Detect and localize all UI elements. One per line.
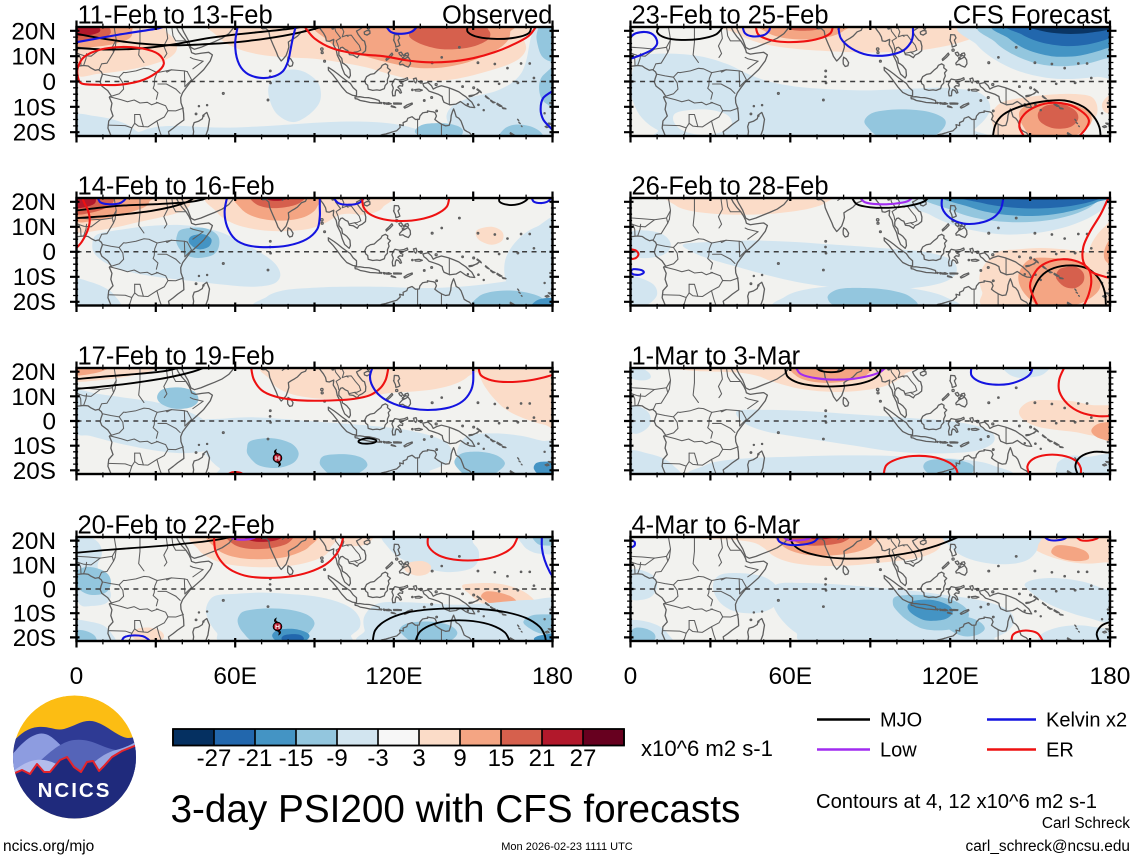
svg-text:carl_schreck@ncsu.edu: carl_schreck@ncsu.edu	[966, 838, 1130, 855]
svg-text:23-Feb to 25-Feb: 23-Feb to 25-Feb	[632, 2, 829, 30]
svg-text:20N: 20N	[11, 18, 56, 45]
svg-text:NCICS: NCICS	[38, 779, 112, 802]
svg-text:-27: -27	[197, 745, 232, 772]
svg-text:Kelvin x2: Kelvin x2	[1046, 710, 1127, 732]
svg-text:20N: 20N	[11, 528, 56, 555]
svg-text:Mon 2026-02-23 1111 UTC: Mon 2026-02-23 1111 UTC	[501, 841, 633, 853]
svg-text:15: 15	[488, 745, 515, 772]
svg-text:10N: 10N	[11, 384, 56, 411]
svg-text:26-Feb to 28-Feb: 26-Feb to 28-Feb	[632, 173, 829, 201]
svg-text:H: H	[275, 624, 280, 631]
svg-text:10S: 10S	[13, 94, 56, 121]
svg-text:3: 3	[412, 745, 425, 772]
svg-text:60E: 60E	[213, 663, 257, 690]
svg-text:ER: ER	[1046, 740, 1074, 762]
svg-text:180: 180	[532, 663, 573, 690]
svg-text:120E: 120E	[365, 663, 422, 690]
svg-text:x10^6 m2 s-1: x10^6 m2 s-1	[641, 736, 773, 761]
svg-text:14-Feb to 16-Feb: 14-Feb to 16-Feb	[78, 173, 275, 201]
svg-text:27: 27	[570, 745, 597, 772]
svg-text:10S: 10S	[13, 264, 56, 291]
svg-text:10N: 10N	[11, 44, 56, 71]
svg-text:20S: 20S	[13, 458, 56, 485]
svg-text:20S: 20S	[13, 120, 56, 147]
svg-text:0: 0	[42, 69, 56, 96]
svg-text:3-day PSI200 with CFS forecast: 3-day PSI200 with CFS forecasts	[171, 788, 741, 831]
svg-text:20N: 20N	[11, 189, 56, 216]
svg-text:0: 0	[42, 577, 56, 604]
svg-text:120E: 120E	[922, 663, 979, 690]
svg-text:20-Feb to 22-Feb: 20-Feb to 22-Feb	[78, 512, 275, 540]
svg-text:0: 0	[42, 409, 56, 436]
svg-text:0: 0	[70, 663, 84, 690]
svg-text:CFS Forecast: CFS Forecast	[953, 2, 1110, 30]
svg-text:-21: -21	[238, 745, 273, 772]
svg-text:10N: 10N	[11, 552, 56, 579]
svg-text:20N: 20N	[11, 359, 56, 386]
svg-text:60E: 60E	[769, 663, 813, 690]
svg-text:11-Feb to 13-Feb: 11-Feb to 13-Feb	[78, 2, 273, 30]
svg-text:10S: 10S	[13, 433, 56, 460]
svg-text:H: H	[275, 455, 280, 462]
svg-text:4-Mar to 6-Mar: 4-Mar to 6-Mar	[632, 512, 801, 540]
svg-text:9: 9	[453, 745, 466, 772]
svg-text:-9: -9	[326, 745, 347, 772]
svg-text:MJO: MJO	[880, 710, 922, 732]
svg-text:ncics.org/mjo: ncics.org/mjo	[3, 838, 94, 855]
svg-text:Observed: Observed	[442, 2, 553, 30]
svg-text:21: 21	[529, 745, 556, 772]
svg-text:10N: 10N	[11, 214, 56, 241]
svg-text:-15: -15	[279, 745, 314, 772]
svg-text:17-Feb to 19-Feb: 17-Feb to 19-Feb	[78, 343, 275, 371]
svg-text:180: 180	[1090, 663, 1131, 690]
svg-text:20S: 20S	[13, 289, 56, 316]
svg-text:Carl Schreck: Carl Schreck	[1042, 815, 1130, 832]
svg-text:Low: Low	[880, 740, 917, 762]
svg-text:0: 0	[42, 239, 56, 266]
svg-text:Contours at 4, 12 x10^6 m2 s-1: Contours at 4, 12 x10^6 m2 s-1	[816, 791, 1097, 813]
svg-text:1-Mar to 3-Mar: 1-Mar to 3-Mar	[632, 343, 801, 371]
svg-text:0: 0	[624, 663, 638, 690]
svg-text:10S: 10S	[13, 601, 56, 628]
svg-text:-3: -3	[367, 745, 388, 772]
svg-text:20S: 20S	[13, 625, 56, 652]
